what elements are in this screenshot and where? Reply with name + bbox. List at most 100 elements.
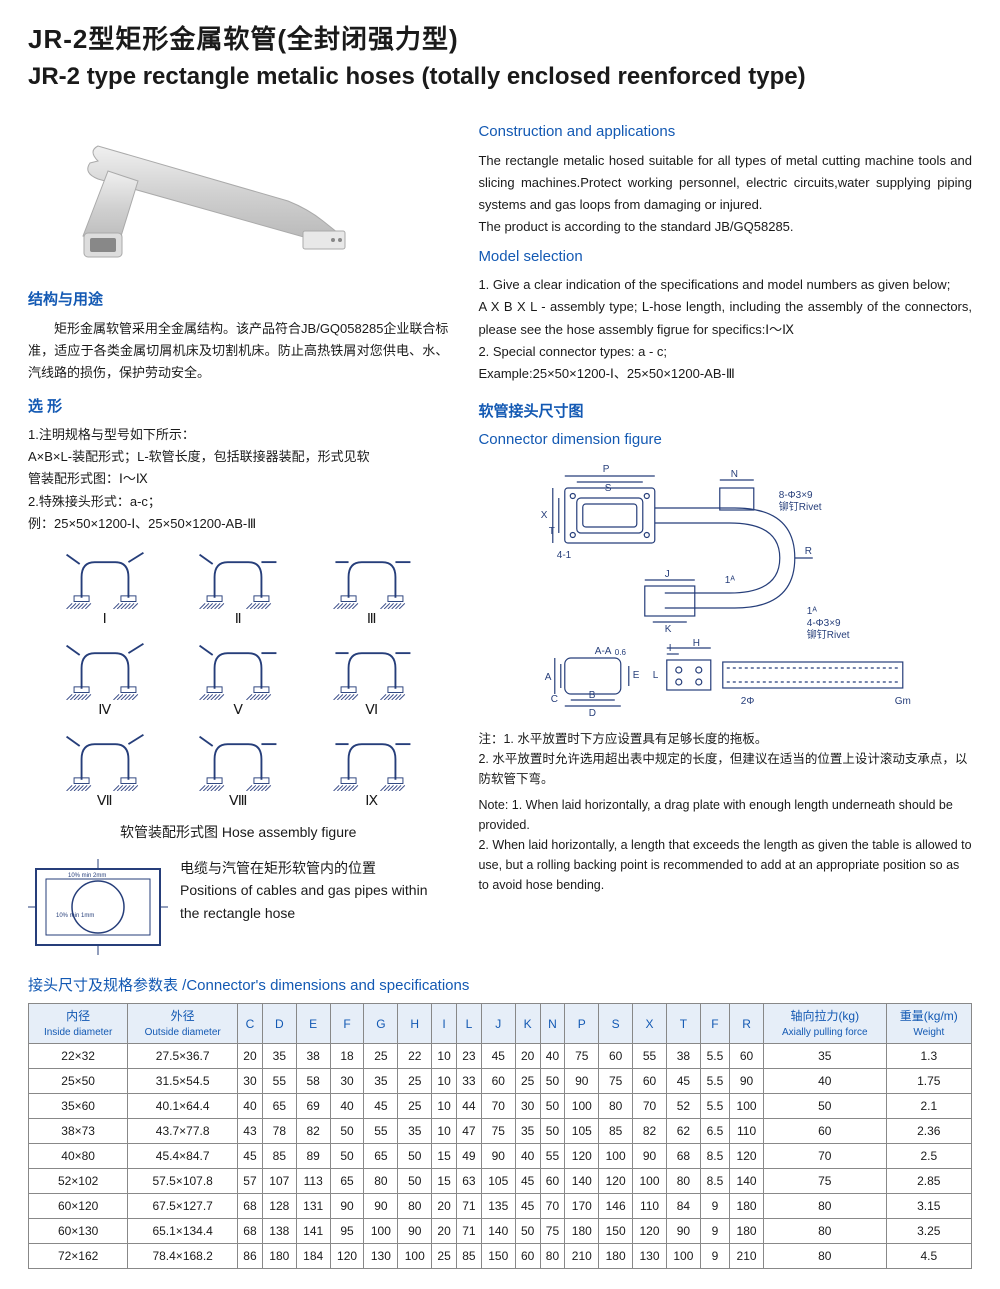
table-cell: 22×32 (29, 1044, 128, 1069)
assembly-cell: Ⅳ (48, 640, 161, 721)
table-cell: 9 (700, 1219, 729, 1244)
table-cell: 45 (515, 1194, 540, 1219)
table-cell: 84 (666, 1194, 700, 1219)
table-cell: 100 (565, 1094, 599, 1119)
table-cell: 55 (364, 1119, 398, 1144)
table-row: 52×10257.5×107.8571071136580501563105456… (29, 1169, 972, 1194)
table-cell: 2.85 (886, 1169, 971, 1194)
table-cell: 47 (457, 1119, 482, 1144)
table-cell: 35 (763, 1044, 886, 1069)
table-cell: 210 (565, 1244, 599, 1269)
table-cell: 20 (515, 1044, 540, 1069)
table-cell: 89 (296, 1144, 330, 1169)
table-cell: 55 (540, 1144, 565, 1169)
table-cell: 100 (633, 1169, 667, 1194)
table-cell: 75 (565, 1044, 599, 1069)
table-cell: 35 (515, 1119, 540, 1144)
svg-text:S: S (605, 483, 612, 494)
table-cell: 25 (398, 1069, 432, 1094)
table-cell: 120 (565, 1144, 599, 1169)
assembly-cell: Ⅸ (315, 731, 428, 812)
table-cell: 78 (262, 1119, 296, 1144)
table-cell: 100 (730, 1094, 764, 1119)
table-cell: 38 (666, 1044, 700, 1069)
assembly-cell: Ⅵ (315, 640, 428, 721)
table-cell: 72×162 (29, 1244, 128, 1269)
construction-body: The rectangle metalic hosed suitable for… (478, 150, 972, 216)
svg-text:H: H (693, 638, 700, 649)
assembly-cell: Ⅱ (181, 549, 294, 630)
notes-cn: 注：1. 水平放置时下方应设置具有足够长度的拖板。2. 水平放置时允许选用超出表… (478, 729, 972, 789)
table-cell: 180 (262, 1244, 296, 1269)
table-cell: 40 (515, 1144, 540, 1169)
assembly-cell: Ⅲ (315, 549, 428, 630)
table-cell: 65 (364, 1144, 398, 1169)
table-cell: 65.1×134.4 (128, 1219, 238, 1244)
table-cell: 80 (666, 1169, 700, 1194)
table-cell: 49 (457, 1144, 482, 1169)
table-cell: 107 (262, 1169, 296, 1194)
table-cell: 44 (457, 1094, 482, 1119)
svg-text:X: X (541, 510, 548, 521)
table-cell: 60 (515, 1244, 540, 1269)
table-cell: 65 (262, 1094, 296, 1119)
table-cell: 25 (364, 1044, 398, 1069)
table-cell: 50 (330, 1144, 364, 1169)
assembly-label: Ⅰ (103, 609, 107, 630)
table-cell: 45 (666, 1069, 700, 1094)
table-cell: 6.5 (700, 1119, 729, 1144)
table-header: J (481, 1004, 515, 1044)
table-cell: 30 (515, 1094, 540, 1119)
table-cell: 60 (763, 1119, 886, 1144)
positions-caption-cn: 电缆与汽管在矩形软管内的位置 (180, 857, 448, 879)
table-cell: 35 (398, 1119, 432, 1144)
table-cell: 80 (763, 1194, 886, 1219)
table-cell: 80 (763, 1219, 886, 1244)
construction-heading: Construction and applications (478, 121, 972, 144)
table-cell: 105 (565, 1119, 599, 1144)
table-cell: 131 (296, 1194, 330, 1219)
table-cell: 58 (296, 1069, 330, 1094)
table-cell: 22 (398, 1044, 432, 1069)
table-cell: 1.75 (886, 1069, 971, 1094)
table-cell: 120 (330, 1244, 364, 1269)
table-cell: 50 (330, 1119, 364, 1144)
table-cell: 130 (364, 1244, 398, 1269)
table-cell: 60×120 (29, 1194, 128, 1219)
table-cell: 57 (238, 1169, 263, 1194)
svg-text:K: K (665, 624, 672, 635)
table-cell: 80 (364, 1169, 398, 1194)
table-cell: 5.5 (700, 1044, 729, 1069)
table-header: 轴向拉力(kg)Axially pulling force (763, 1004, 886, 1044)
table-cell: 50 (398, 1144, 432, 1169)
table-cell: 38×73 (29, 1119, 128, 1144)
svg-text:T: T (549, 526, 555, 537)
table-cell: 40×80 (29, 1144, 128, 1169)
table-cell: 60×130 (29, 1219, 128, 1244)
model-line: Example:25×50×1200-Ⅰ、25×50×1200-AB-Ⅲ (478, 363, 972, 385)
table-cell: 75 (599, 1069, 633, 1094)
svg-text:8-Φ3×9: 8-Φ3×9 (779, 490, 813, 501)
table-cell: 20 (238, 1044, 263, 1069)
table-cell: 31.5×54.5 (128, 1069, 238, 1094)
table-cell: 128 (262, 1194, 296, 1219)
assembly-label: Ⅸ (365, 791, 378, 812)
assembly-label: Ⅷ (229, 791, 247, 812)
selection-heading-cn: 选 形 (28, 396, 448, 419)
assembly-label: Ⅳ (98, 700, 111, 721)
table-cell: 2.1 (886, 1094, 971, 1119)
table-cell: 50 (515, 1219, 540, 1244)
table-cell: 90 (565, 1069, 599, 1094)
table-cell: 180 (730, 1219, 764, 1244)
table-cell: 40 (763, 1069, 886, 1094)
table-cell: 120 (599, 1169, 633, 1194)
left-column: 结构与用途 矩形金属软管采用全金属结构。该产品符合JB/GQ058285企业联合… (28, 113, 448, 957)
table-cell: 68 (666, 1144, 700, 1169)
table-cell: 27.5×36.7 (128, 1044, 238, 1069)
model-line: A X B X L - assembly type; L-hose length… (478, 296, 972, 340)
table-cell: 50 (763, 1094, 886, 1119)
table-cell: 100 (599, 1144, 633, 1169)
table-header: 重量(kg/m)Weight (886, 1004, 971, 1044)
table-cell: 50 (540, 1069, 565, 1094)
table-cell: 57.5×107.8 (128, 1169, 238, 1194)
